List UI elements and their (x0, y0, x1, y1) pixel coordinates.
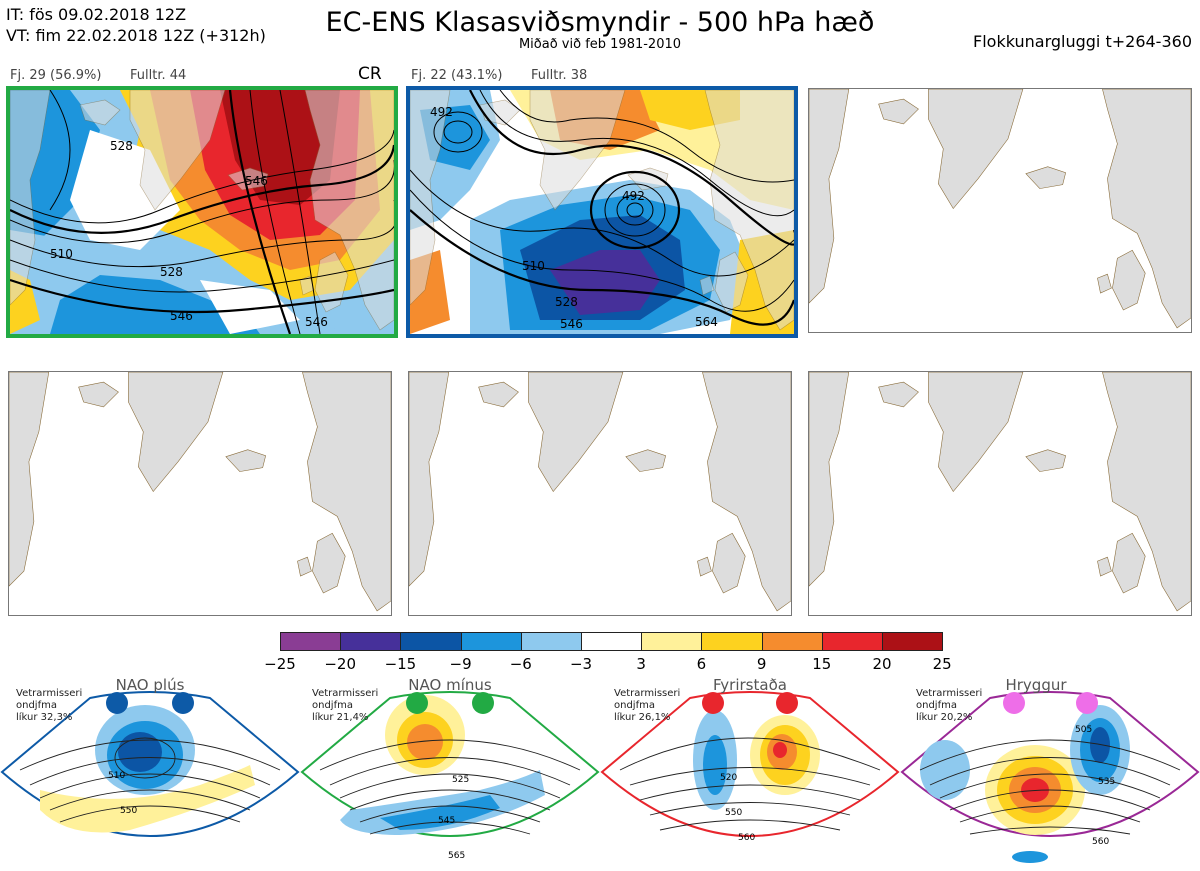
cluster-1-contour-label: 528 (160, 265, 183, 279)
valid-time: VT: fim 22.02.2018 12Z (+312h) (6, 26, 266, 45)
regime-blocking-info: Vetrarmisseri ondjfma líkur 26,1% (614, 688, 681, 723)
regime-thumbnails: 510 550 525 545 565 520 550 560 (0, 691, 1200, 863)
nao-plus-contour: 550 (120, 806, 137, 816)
ridge-contour: 505 (1075, 725, 1092, 735)
regime-marker-dot (406, 692, 428, 714)
cluster-2-map[interactable]: 492 492 510 528 546 564 (406, 86, 798, 338)
legend-color-bin (280, 632, 342, 651)
cluster-2-members: Fulltr. 38 (531, 68, 588, 83)
cluster-1-members: Fulltr. 44 (130, 68, 187, 83)
cluster-2-contour-label: 546 (560, 317, 583, 331)
classification-window: Flokkunargluggi t+264-360 (973, 32, 1192, 51)
regime-ridge-name: Hryggur (1005, 676, 1067, 694)
cluster-1-contour-label: 528 (110, 139, 133, 153)
legend-color-bin (641, 632, 703, 651)
page-subtitle: Miðað við feb 1981-2010 (518, 37, 682, 52)
regime-nao-plus-map: 510 550 (0, 691, 300, 837)
empty-map-4 (8, 371, 392, 616)
initial-time: IT: fös 09.02.2018 12Z (6, 5, 187, 24)
legend-color-bin (761, 632, 823, 651)
legend-tick-label: −3 (569, 655, 593, 673)
regime-blocking-name: Fyrirstaða (713, 676, 787, 694)
cluster-2-label: Fj. 22 (43.1%) (411, 68, 503, 83)
empty-map-5 (408, 371, 792, 616)
nao-plus-contour: 510 (108, 771, 125, 781)
blocking-contour: 560 (738, 833, 755, 843)
legend-tick-label: 25 (932, 655, 952, 673)
cluster-2-contour-label: 492 (622, 189, 645, 203)
cluster-1-contour-label: 546 (245, 174, 268, 188)
legend-tick-label: −20 (324, 655, 357, 673)
legend-tick-label: 6 (696, 655, 707, 673)
blocking-contour: 550 (725, 808, 742, 818)
empty-map-3 (808, 88, 1192, 333)
legend-tick-label: −15 (384, 655, 417, 673)
legend-tick-label: 20 (872, 655, 892, 673)
legend-tick-label: 3 (636, 655, 646, 673)
empty-map-6 (808, 371, 1192, 616)
regime-nao-plus-name: NAO plús (115, 676, 185, 694)
legend-tick-label: −6 (509, 655, 532, 673)
nao-minus-contour: 565 (448, 851, 465, 861)
regime-marker-dot (172, 692, 194, 714)
legend-tick-label: 15 (812, 655, 832, 673)
legend-color-bin (701, 632, 763, 651)
legend-tick-label: −25 (264, 655, 296, 673)
legend-tick-label: −9 (449, 655, 472, 673)
regime-nao-minus-map: 525 545 565 (300, 691, 600, 861)
regime-nao-minus-info: Vetrarmisseri ondjfma líkur 21,4% (312, 688, 379, 723)
legend-tick-label: 9 (756, 655, 767, 673)
cluster-1-contour-label: 546 (305, 315, 328, 329)
ridge-contour: 535 (1098, 777, 1115, 787)
cluster-1-tag: CR (358, 64, 382, 84)
regime-marker-dot (702, 692, 724, 714)
regime-nao-minus-name: NAO mínus (408, 676, 492, 694)
legend-color-bin (581, 632, 643, 651)
cluster-1-label: Fj. 29 (56.9%) (10, 68, 102, 83)
regime-nao-plus-info: Vetrarmisseri ondjfma líkur 32,3% (16, 688, 83, 723)
regime-marker-dot (776, 692, 798, 714)
regime-marker-dot (1076, 692, 1098, 714)
ridge-contour: 560 (1092, 837, 1109, 847)
cluster-2-contour-label: 564 (695, 315, 718, 329)
cluster-1-contour-label: 510 (50, 247, 73, 261)
cluster-1-contour-label: 546 (170, 309, 193, 323)
legend-color-bin (460, 632, 522, 651)
legend-color-bin (340, 632, 402, 651)
nao-minus-contour: 545 (438, 816, 455, 826)
legend-color-bin (520, 632, 582, 651)
blocking-contour: 520 (720, 773, 737, 783)
cluster-2-contour-label: 492 (430, 105, 453, 119)
regime-ridge-map: 505 535 560 (900, 691, 1200, 863)
regime-blocking-map: 520 550 560 (600, 691, 900, 843)
forecast-times: IT: fös 09.02.2018 12Z VT: fim 22.02.201… (6, 4, 266, 46)
regime-ridge-info: Vetrarmisseri ondjfma líkur 20,2% (916, 688, 983, 723)
legend-color-bin (821, 632, 883, 651)
cluster-2-contour-label: 510 (522, 259, 545, 273)
regime-marker-dot (106, 692, 128, 714)
nao-minus-contour: 525 (452, 775, 469, 785)
legend-color-bin (882, 632, 944, 651)
regime-marker-dot (1003, 692, 1025, 714)
regime-marker-dot (472, 692, 494, 714)
page-title: EC-ENS Klasasviðsmyndir - 500 hPa hæð (325, 7, 875, 38)
legend-color-bin (400, 632, 462, 651)
cluster-1-map[interactable]: 510 528 528 546 546 546 (6, 86, 398, 338)
cluster-2-contour-label: 528 (555, 295, 578, 309)
